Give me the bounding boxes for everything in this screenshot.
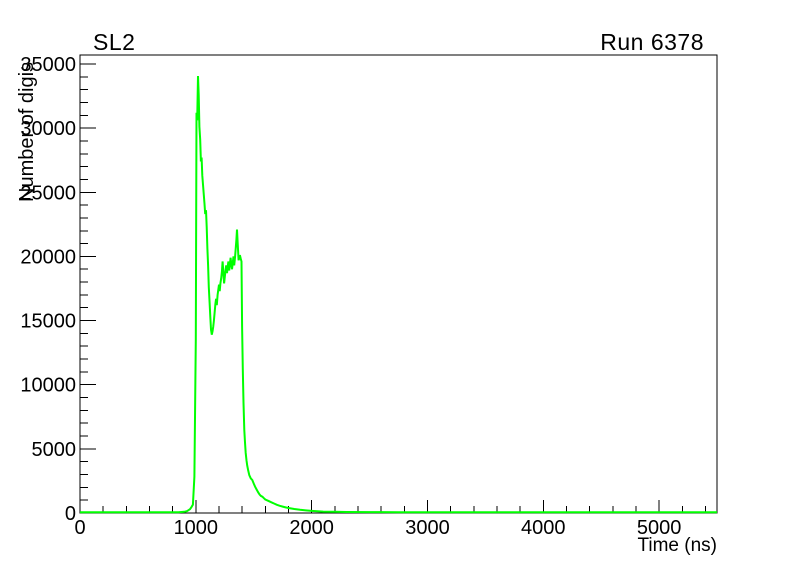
x-tick-label: 4000 bbox=[521, 517, 566, 539]
histogram-line bbox=[80, 75, 717, 514]
y-tick-label: 5000 bbox=[32, 439, 77, 461]
plot-title: SL2 bbox=[93, 29, 136, 55]
x-tick-label: 2000 bbox=[289, 517, 334, 539]
y-tick-label: 10000 bbox=[20, 375, 76, 397]
x-tick-label: 3000 bbox=[405, 517, 450, 539]
x-tick-label: 5000 bbox=[637, 517, 682, 539]
plot-frame bbox=[79, 54, 718, 514]
y-tick-label: 25000 bbox=[20, 182, 76, 204]
x-axis-title: Time (ns) bbox=[637, 535, 717, 556]
y-tick-label: 35000 bbox=[20, 54, 76, 76]
y-tick-label: 15000 bbox=[20, 311, 76, 333]
run-number-label: Run 6378 bbox=[600, 29, 704, 55]
x-tick-label: 0 bbox=[74, 517, 85, 539]
y-tick-label: 30000 bbox=[20, 118, 76, 140]
x-tick-label: 1000 bbox=[174, 517, 219, 539]
y-tick-label: 20000 bbox=[20, 246, 76, 268]
y-tick-label: 0 bbox=[65, 503, 76, 525]
